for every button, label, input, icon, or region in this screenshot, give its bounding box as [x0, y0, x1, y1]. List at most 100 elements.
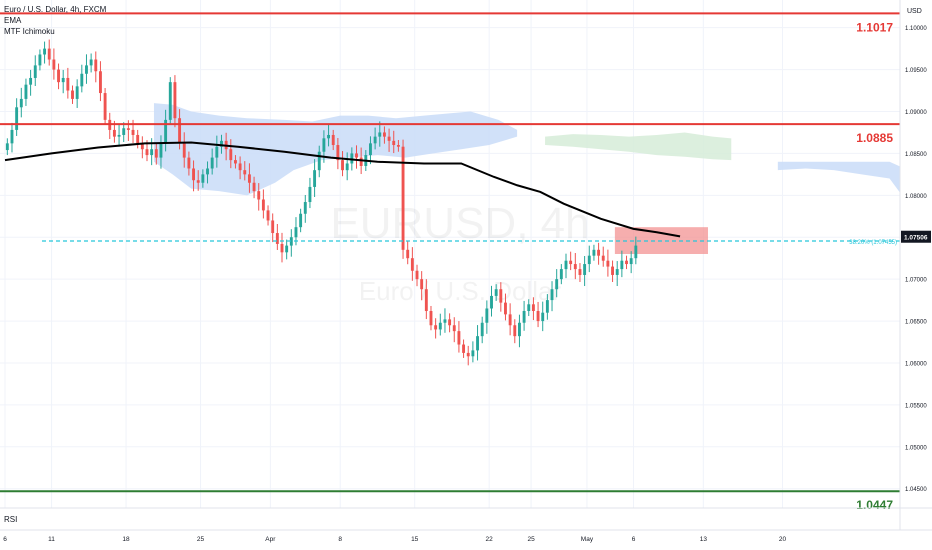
chart-legend: Euro / U.S. Dollar, 4h, FXCM EMA MTF Ich… [4, 4, 106, 37]
horizontal-levels[interactable] [0, 12, 900, 493]
grid-lines [0, 0, 900, 508]
candle-body [345, 163, 349, 171]
candle-body [327, 134, 331, 139]
candle-body [201, 174, 205, 183]
candle-body [5, 143, 9, 151]
candle [5, 138, 9, 156]
candle [522, 300, 526, 331]
candle-body [192, 168, 195, 181]
candle [289, 229, 293, 257]
candle [629, 251, 633, 274]
candle [140, 136, 144, 159]
ema-line [4, 141, 681, 238]
candle-body [145, 149, 149, 156]
time-tick-label: 25 [527, 536, 535, 543]
candle [606, 249, 610, 277]
candle-body [33, 65, 37, 78]
candle [271, 213, 275, 243]
candle [122, 122, 126, 143]
candle [527, 299, 531, 317]
candle [103, 88, 107, 125]
candle-body [396, 145, 400, 147]
candle [485, 300, 489, 334]
candle [210, 148, 214, 175]
level-label: 1.1017 [856, 20, 893, 34]
candle-body [299, 213, 303, 228]
candle [578, 263, 582, 282]
candle [61, 69, 65, 94]
candle-body [499, 289, 503, 303]
candle [536, 301, 540, 328]
candle-body [531, 304, 535, 312]
candle-body [462, 344, 466, 353]
rsi-pane-label[interactable]: RSI [4, 515, 18, 524]
time-tick-label: 11 [48, 536, 55, 543]
candle-body [257, 191, 261, 200]
time-tick-label: Apr [265, 536, 276, 543]
candle-body [19, 98, 23, 108]
candle-body [289, 237, 293, 246]
candle [229, 139, 233, 169]
candle-body [247, 174, 251, 183]
candle-body [210, 157, 214, 169]
candle-body [173, 82, 177, 119]
candle-body [429, 311, 433, 326]
candle-body [317, 151, 321, 171]
candle-body [117, 134, 121, 137]
candle-body [569, 260, 573, 265]
candle-body [271, 220, 275, 234]
candle-body [564, 260, 568, 270]
candle-body [392, 140, 396, 146]
candle [299, 208, 303, 233]
fib-level[interactable]: 38.20% (1.07455) [42, 240, 900, 246]
candle-body [443, 319, 447, 323]
time-tick-label: 13 [700, 536, 708, 543]
candle [336, 137, 340, 170]
candle-body [126, 128, 130, 130]
candle [94, 51, 98, 83]
candle [410, 247, 414, 281]
candle [38, 49, 42, 71]
time-scale-ticks: 6 11 18 25 Apr 8 15 22 25 May 6 13 20 [3, 536, 786, 543]
legend-ema[interactable]: EMA [4, 16, 22, 25]
watermark-symbol: EURUSD, 4h [330, 199, 589, 248]
candle-body [238, 163, 242, 171]
candle-body [294, 227, 298, 238]
candle [187, 151, 191, 176]
candle-body [168, 82, 172, 120]
candle [573, 252, 577, 280]
watermark-name: Euro / U.S. Dollar [359, 276, 562, 306]
cloud-green [545, 132, 732, 161]
price-scale-bg[interactable] [900, 0, 932, 550]
candle [285, 239, 289, 260]
candle [243, 161, 247, 181]
candle-body [80, 73, 84, 87]
candle [550, 281, 554, 312]
cloud-blue [153, 103, 518, 196]
candle-body [508, 314, 512, 326]
candle [257, 183, 261, 211]
candle-body [522, 311, 526, 323]
candle [611, 260, 614, 282]
candle [136, 129, 140, 149]
candle-body [243, 170, 247, 175]
candle-body [234, 160, 237, 164]
candle-body [555, 279, 559, 290]
candle [52, 48, 56, 80]
candle-body [466, 352, 470, 357]
candle [438, 313, 442, 336]
legend-ichimoku[interactable]: MTF Ichimoku [4, 27, 55, 36]
candle [173, 75, 177, 128]
candle-body [373, 136, 377, 144]
price-tick-label: 1.06500 [905, 320, 927, 326]
legend-title[interactable]: Euro / U.S. Dollar, 4h, FXCM [4, 5, 107, 14]
candle-body [196, 180, 200, 183]
time-tick-label: May [581, 536, 594, 543]
candle-body [625, 260, 628, 265]
candle [275, 223, 279, 250]
candle-body [606, 260, 610, 267]
candle-body [29, 77, 33, 85]
candle [559, 264, 563, 285]
candle-body [47, 48, 51, 60]
